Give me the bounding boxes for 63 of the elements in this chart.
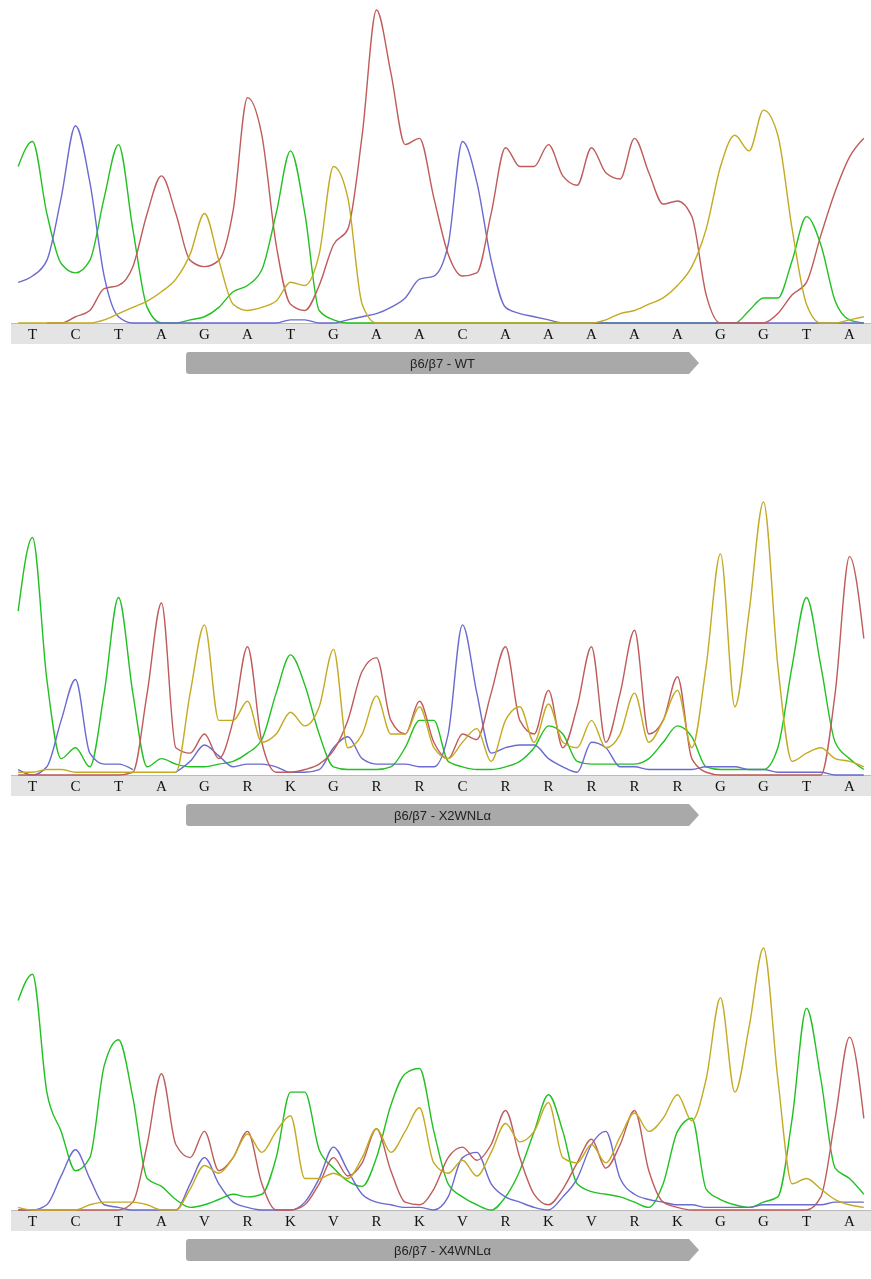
x-tick-label: A [586, 326, 598, 342]
x-tick-label: V [199, 1213, 211, 1229]
x-tick-label: R [500, 778, 511, 794]
x-tick-label: T [801, 1213, 812, 1229]
x-tick-label: T [27, 326, 38, 342]
x-tick-label: G [715, 778, 727, 794]
x-tick-label: A [156, 1213, 168, 1229]
x-tick-label: T [113, 1213, 124, 1229]
x-tick-label: R [414, 778, 425, 794]
x-tick-label: T [27, 1213, 38, 1229]
x-tick-label: K [414, 1213, 426, 1229]
x-tick-label: G [199, 778, 211, 794]
x-tick-label: G [758, 1213, 770, 1229]
x-tick-label: G [328, 326, 340, 342]
x-tick-label: K [285, 1213, 297, 1229]
x-tick-label: A [414, 326, 426, 342]
x-tick-label: R [371, 1213, 382, 1229]
x-tick-label: T [285, 326, 296, 342]
x-tick-label: A [371, 326, 383, 342]
x-tick-label: T [113, 778, 124, 794]
x-tick-label: V [457, 1213, 469, 1229]
x-tick-label: C [457, 778, 468, 794]
x-tick-label: G [715, 1213, 727, 1229]
x-tick-label: R [242, 1213, 253, 1229]
x-tick-label: R [629, 1213, 640, 1229]
x-tick-label: A [543, 326, 555, 342]
x-tick-label: R [371, 778, 382, 794]
text: β6/β7 - X2WNLα [394, 808, 492, 823]
x-tick-label: G [328, 778, 340, 794]
x-tick-label: G [199, 326, 211, 342]
x-tick-label: R [672, 778, 683, 794]
x-tick-label: A [844, 1213, 856, 1229]
x-tick-label: R [500, 1213, 511, 1229]
x-tick-label: C [70, 326, 81, 342]
x-tick-label: K [285, 778, 297, 794]
x-tick-label: C [70, 1213, 81, 1229]
x-tick-label: A [500, 326, 512, 342]
x-tick-label: K [672, 1213, 684, 1229]
x-tick-label: R [629, 778, 640, 794]
x-tick-label: R [586, 778, 597, 794]
x-tick-label: A [844, 326, 856, 342]
text: β6/β7 - WT [410, 356, 475, 371]
x-tick-label: V [328, 1213, 340, 1229]
x-tick-label: T [113, 326, 124, 342]
text: β6/β7 - X4WNLα [394, 1243, 492, 1258]
x-tick-label: K [543, 1213, 555, 1229]
x-tick-label: A [629, 326, 641, 342]
x-tick-label: T [27, 778, 38, 794]
x-tick-label: A [156, 778, 168, 794]
x-tick-label: A [672, 326, 684, 342]
x-tick-label: G [715, 326, 727, 342]
x-tick-label: R [543, 778, 554, 794]
x-tick-label: G [758, 326, 770, 342]
x-tick-label: A [242, 326, 254, 342]
x-tick-label: C [457, 326, 468, 342]
x-tick-label: T [801, 326, 812, 342]
x-tick-label: A [156, 326, 168, 342]
x-tick-label: V [586, 1213, 598, 1229]
x-tick-label: A [844, 778, 856, 794]
x-tick-label: G [758, 778, 770, 794]
x-tick-label: C [70, 778, 81, 794]
x-tick-label: T [801, 778, 812, 794]
x-tick-label: R [242, 778, 253, 794]
